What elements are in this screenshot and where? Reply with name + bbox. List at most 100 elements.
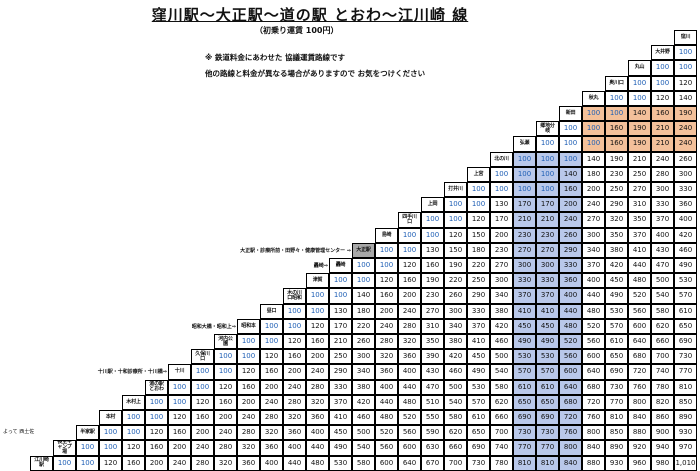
fare-cell: 320 [398, 334, 421, 350]
fare-cell: 730 [536, 425, 559, 441]
fare-cell: 100 [651, 60, 674, 76]
fare-cell: 410 [628, 242, 651, 258]
fare-cell: 160 [191, 410, 214, 426]
fare-cell: 160 [605, 121, 628, 137]
fare-cell: 290 [467, 288, 490, 304]
fare-cell: 680 [582, 379, 605, 395]
fare-cell: 620 [444, 425, 467, 441]
fare-cell: 100 [536, 166, 559, 182]
fare-cell: 590 [421, 425, 444, 441]
fare-cell: 200 [168, 440, 191, 456]
fare-cell: 400 [559, 288, 582, 304]
fare-cell: 100 [237, 334, 260, 350]
fare-cell: 420 [674, 227, 697, 243]
station-cell: 島崎 [375, 227, 398, 243]
station-cell: 窪川 [674, 30, 697, 46]
fare-cell: 100 [513, 182, 536, 198]
fare-cell: 410 [467, 334, 490, 350]
fare-cell: 440 [559, 303, 582, 319]
fare-cell: 520 [398, 410, 421, 426]
fare-cell: 270 [490, 258, 513, 274]
fare-cell: 100 [582, 136, 605, 152]
fare-cell: 340 [444, 318, 467, 334]
fare-cell: 100 [122, 425, 145, 441]
fare-cell: 430 [651, 242, 674, 258]
fare-cell: 100 [260, 318, 283, 334]
station-alias-label: 轟崎⇒ [313, 263, 328, 269]
fare-cell: 160 [145, 440, 168, 456]
fare-cell: 100 [513, 166, 536, 182]
fare-cell: 460 [352, 410, 375, 426]
fare-cell: 180 [467, 242, 490, 258]
fare-cell: 410 [329, 410, 352, 426]
fare-cell: 400 [306, 425, 329, 441]
fare-cell: 200 [214, 410, 237, 426]
fare-cell: 300 [352, 349, 375, 365]
fare-cell: 140 [559, 166, 582, 182]
fare-cell: 350 [628, 212, 651, 228]
fare-cell: 310 [628, 197, 651, 213]
fare-cell: 560 [375, 440, 398, 456]
fare-cell: 300 [674, 166, 697, 182]
fare-cell: 480 [582, 303, 605, 319]
station-cell: 江川崎駅 [30, 455, 53, 471]
fare-cell: 230 [513, 227, 536, 243]
fare-cell: 570 [467, 394, 490, 410]
fare-cell: 240 [260, 394, 283, 410]
fare-cell: 130 [329, 303, 352, 319]
fare-cell: 730 [674, 349, 697, 365]
fare-cell: 350 [605, 227, 628, 243]
fare-cell: 1,010 [674, 455, 697, 471]
fare-cell: 650 [605, 349, 628, 365]
fare-cell: 660 [651, 334, 674, 350]
fare-cell: 100 [283, 318, 306, 334]
fare-cell: 490 [513, 334, 536, 350]
fare-cell: 400 [283, 440, 306, 456]
fare-cell: 570 [513, 364, 536, 380]
fare-cell: 100 [214, 349, 237, 365]
fare-cell: 100 [559, 136, 582, 152]
fare-cell: 420 [490, 318, 513, 334]
fare-cell: 120 [306, 318, 329, 334]
station-cell: 半家駅 [76, 425, 99, 441]
fare-cell: 100 [99, 440, 122, 456]
fare-cell: 500 [490, 349, 513, 365]
fare-cell: 580 [490, 379, 513, 395]
fare-cell: 470 [421, 379, 444, 395]
fare-cell: 300 [444, 303, 467, 319]
fare-cell: 770 [605, 394, 628, 410]
fare-cell: 270 [582, 212, 605, 228]
fare-cell: 160 [421, 258, 444, 274]
fare-cell: 100 [260, 334, 283, 350]
fare-cell: 520 [628, 288, 651, 304]
fare-cell: 280 [375, 334, 398, 350]
fare-cell: 360 [237, 455, 260, 471]
fare-cell: 200 [375, 303, 398, 319]
fare-cell: 240 [559, 212, 582, 228]
fare-cell: 220 [467, 258, 490, 274]
fare-cell: 550 [421, 410, 444, 426]
fare-cell: 620 [651, 318, 674, 334]
fare-cell: 190 [674, 106, 697, 122]
fare-cell: 120 [283, 334, 306, 350]
fare-cell: 120 [237, 364, 260, 380]
fare-cell: 190 [605, 151, 628, 167]
fare-cell: 200 [559, 197, 582, 213]
fare-cell: 100 [582, 121, 605, 137]
fare-cell: 610 [605, 334, 628, 350]
fare-cell: 200 [283, 364, 306, 380]
fare-cell: 320 [306, 394, 329, 410]
fare-cell: 200 [306, 349, 329, 365]
fare-cell: 450 [513, 318, 536, 334]
fare-cell: 660 [444, 440, 467, 456]
station-cell: 北の川 [490, 151, 513, 167]
fare-cell: 220 [352, 318, 375, 334]
fare-cell: 200 [260, 379, 283, 395]
station-cell: 十川 [168, 364, 191, 380]
station-cell: 本村 [99, 410, 122, 426]
fare-cell: 100 [536, 136, 559, 152]
fare-cell: 100 [582, 106, 605, 122]
fare-cell: 380 [490, 303, 513, 319]
fare-cell: 200 [398, 288, 421, 304]
station-cell: 轟崎 [329, 258, 352, 274]
